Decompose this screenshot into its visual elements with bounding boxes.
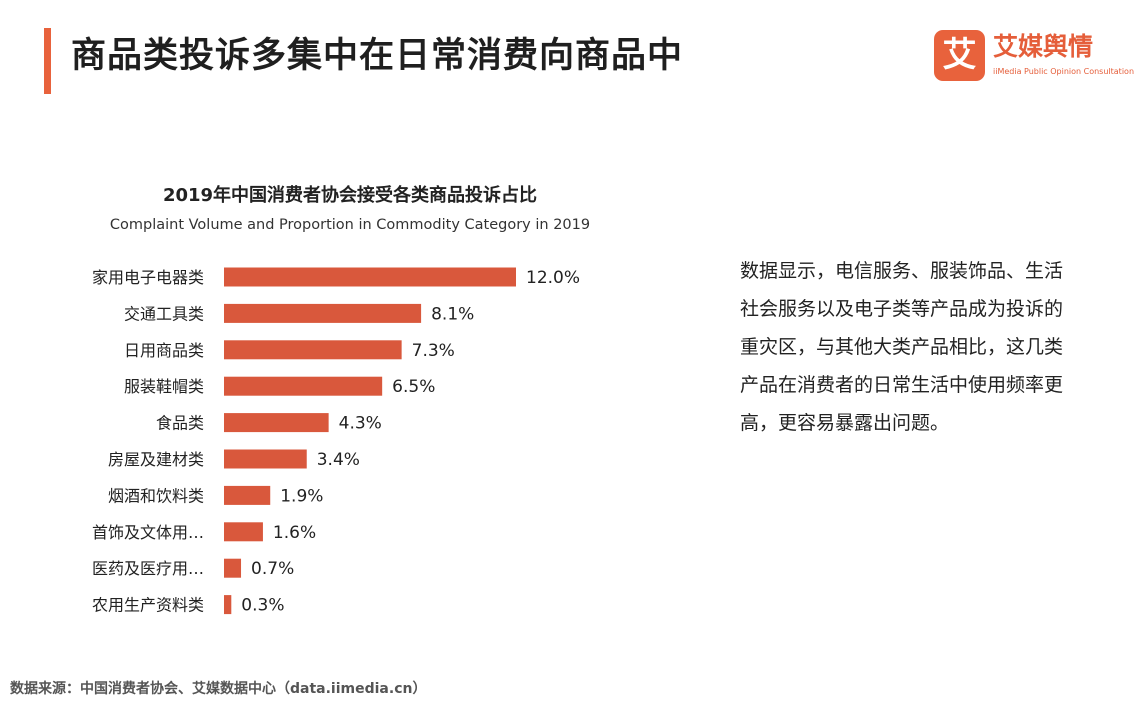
category-label: 农用生产资料类 — [92, 596, 204, 615]
bar — [224, 522, 263, 542]
chart-subtitle: Complaint Volume and Proportion in Commo… — [109, 217, 591, 233]
value-label: 4.3% — [339, 414, 382, 434]
title-accent-bar — [44, 28, 51, 94]
logo-subtitle: iiMedia Public Opinion Consultation — [993, 67, 1134, 76]
value-label: 1.6% — [273, 523, 316, 543]
value-label: 6.5% — [392, 377, 435, 397]
description-text: 数据显示，电信服务、服装饰品、生活社会服务以及电子类等产品成为投诉的重灾区，与其… — [740, 260, 1064, 434]
value-label: 8.1% — [431, 304, 474, 324]
iimedia-logo: 艾 艾媒舆情 iiMedia Public Opinion Consultati… — [934, 30, 1134, 84]
category-label: 医药及医疗用… — [92, 559, 204, 578]
category-label: 交通工具类 — [124, 304, 204, 323]
category-label: 日用商品类 — [124, 341, 204, 360]
category-label: 服装鞋帽类 — [124, 377, 204, 396]
bar — [224, 376, 383, 396]
bar — [224, 340, 402, 360]
page-title: 商品类投诉多集中在日常消费向商品中 — [71, 36, 684, 76]
value-label: 3.4% — [317, 450, 360, 470]
logo-name: 艾媒舆情 — [993, 32, 1094, 61]
chart-title: 2019年中国消费者协会接受各类商品投诉占比 — [162, 185, 538, 206]
value-label: 0.3% — [241, 596, 284, 616]
value-label: 0.7% — [251, 559, 294, 579]
value-label: 7.3% — [412, 341, 455, 361]
bar — [224, 595, 232, 615]
category-label: 食品类 — [156, 414, 204, 433]
category-label: 房屋及建材类 — [108, 450, 204, 469]
value-label: 12.0% — [526, 268, 580, 288]
logo-mark-icon: 艾 — [934, 30, 985, 81]
value-label: 1.9% — [280, 486, 323, 506]
category-label: 烟酒和饮料类 — [108, 486, 204, 505]
bar — [224, 413, 329, 433]
category-label: 家用电子电器类 — [92, 268, 204, 287]
bar-chart: 家用电子电器类 12.0% 交通工具类 8.1% 日用商品类 7.3% 服装鞋帽类 6.5% 食… — [92, 267, 580, 616]
bar — [224, 267, 516, 287]
bar — [224, 303, 422, 323]
category-label: 首饰及文体用… — [92, 523, 204, 542]
bar — [224, 449, 307, 469]
bar — [224, 558, 242, 578]
data-source: 数据来源：中国消费者协会、艾媒数据中心（data.iimedia.cn） — [10, 681, 427, 697]
bar — [224, 485, 271, 505]
